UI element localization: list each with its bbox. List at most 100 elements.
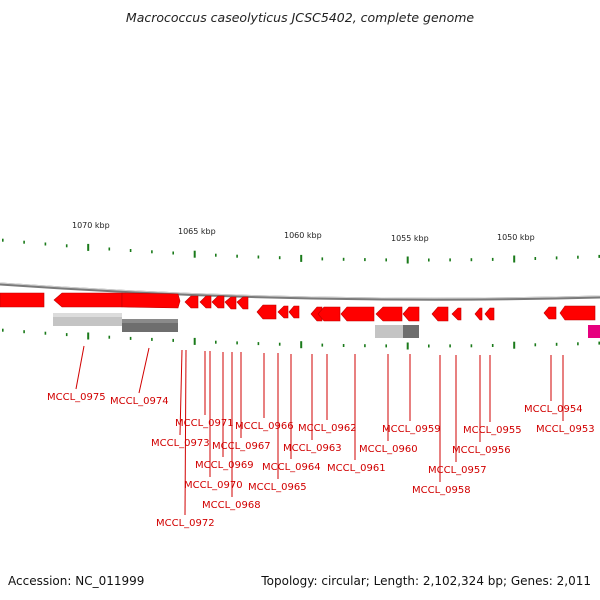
gene-label[interactable]: MCCL_0963 (283, 443, 342, 454)
gene-label[interactable]: MCCL_0954 (524, 404, 583, 415)
gene-arrow[interactable] (224, 296, 237, 310)
gene-label[interactable]: MCCL_0959 (382, 424, 441, 435)
minor-tick (129, 249, 132, 252)
feature-bar-dark-highlight (122, 319, 178, 323)
gene-arrow[interactable] (236, 296, 249, 310)
gene-feature-pink[interactable] (588, 325, 600, 338)
gene-label[interactable]: MCCL_0971 (175, 418, 234, 429)
minor-tick (321, 257, 324, 261)
minor-tick (108, 335, 111, 339)
gene-arrow[interactable] (375, 306, 403, 322)
gene-arrow[interactable] (543, 306, 557, 320)
gene-label[interactable]: MCCL_0958 (412, 485, 471, 496)
minor-tick (44, 331, 47, 335)
minor-tick (65, 333, 68, 337)
minor-tick (470, 344, 473, 348)
gene-label[interactable]: MCCL_0966 (235, 421, 294, 432)
minor-tick (108, 247, 111, 251)
minor-tick (534, 257, 537, 260)
minor-tick (321, 343, 324, 347)
scale-label: 1060 kbp (284, 231, 322, 240)
minor-tick (385, 344, 387, 348)
major-tick (513, 255, 516, 263)
gene-arrow[interactable] (431, 306, 449, 322)
gene-arrow[interactable] (484, 307, 495, 321)
gene-arrow[interactable] (256, 304, 277, 320)
gene-label[interactable]: MCCL_0972 (156, 518, 215, 529)
minor-tick (257, 255, 260, 259)
scale-ticks-top (2, 238, 600, 264)
minor-tick (555, 256, 558, 260)
gene-arrow[interactable] (288, 305, 300, 319)
gene-label[interactable]: MCCL_0970 (184, 480, 243, 491)
gene-arrow[interactable] (451, 307, 462, 321)
gene-arrow[interactable] (184, 295, 199, 309)
gene-arrow[interactable] (211, 295, 225, 309)
genome-backbone (0, 282, 600, 301)
major-tick (513, 341, 516, 349)
gene-arrow[interactable] (474, 307, 483, 321)
scale-label: 1065 kbp (178, 227, 216, 236)
gene-arrow[interactable] (559, 305, 596, 321)
gene-label[interactable]: MCCL_0969 (195, 460, 254, 471)
minor-tick (278, 342, 281, 346)
gene-label[interactable]: MCCL_0967 (212, 441, 271, 452)
minor-tick (65, 244, 68, 248)
gene-arrow[interactable] (53, 292, 123, 308)
major-tick (193, 250, 196, 258)
scale-label: 1070 kbp (72, 221, 110, 230)
minor-tick (257, 342, 260, 346)
gene-arrow[interactable] (340, 306, 375, 322)
accession-text: Accession: NC_011999 (8, 574, 145, 588)
minor-tick (23, 330, 25, 334)
gene-leader-line (179, 349, 183, 436)
gene-label[interactable]: MCCL_0957 (428, 465, 487, 476)
minor-tick (534, 343, 537, 347)
major-tick (87, 332, 90, 340)
gene-arrow[interactable] (277, 305, 289, 319)
feature-bar-light (375, 325, 403, 338)
gene-label[interactable]: MCCL_0962 (298, 423, 357, 434)
minor-tick (598, 341, 600, 345)
gene-label[interactable]: MCCL_0968 (202, 500, 261, 511)
gene-label[interactable]: MCCL_0953 (536, 424, 595, 435)
gene-label[interactable]: MCCL_0975 (47, 392, 106, 403)
minor-tick (555, 342, 558, 346)
gene-label[interactable]: MCCL_0973 (151, 438, 210, 449)
minor-tick (151, 337, 153, 341)
major-tick (300, 254, 303, 262)
gene-arrow[interactable] (402, 306, 420, 322)
major-tick (406, 342, 409, 350)
gene-label[interactable]: MCCL_0955 (463, 425, 522, 436)
minor-tick (428, 258, 430, 262)
minor-tick (491, 257, 494, 261)
minor-tick (577, 342, 579, 346)
gene-arrow[interactable] (317, 306, 341, 322)
gene-label[interactable]: MCCL_0960 (359, 444, 418, 455)
topology-text: Topology: circular; Length: 2,102,324 bp… (261, 574, 591, 588)
minor-tick (364, 258, 366, 262)
gene-arrow[interactable] (121, 292, 181, 309)
minor-tick (215, 340, 217, 344)
minor-tick (172, 251, 174, 255)
feature-bar-light-highlight (53, 313, 122, 317)
minor-tick (236, 341, 238, 345)
minor-tick (44, 242, 47, 246)
gene-label[interactable]: MCCL_0956 (452, 445, 511, 456)
major-tick (300, 341, 303, 349)
minor-tick (2, 238, 4, 242)
gene-leader-line (138, 347, 150, 394)
minor-tick (577, 255, 579, 259)
gene-arrow[interactable] (0, 292, 45, 308)
gene-arrow[interactable] (199, 295, 212, 309)
scale-label: 1055 kbp (391, 234, 429, 243)
minor-tick (470, 258, 473, 262)
gene-label[interactable]: MCCL_0974 (110, 396, 169, 407)
minor-tick (342, 344, 345, 347)
gene-label[interactable]: MCCL_0961 (327, 463, 386, 474)
major-tick (406, 256, 409, 264)
gene-label[interactable]: MCCL_0965 (248, 482, 307, 493)
gene-labels: MCCL_0975 MCCL_0974 MCCL_0973 MCCL_0972 MCCL… (47, 392, 595, 529)
gene-label[interactable]: MCCL_0964 (262, 462, 321, 473)
minor-tick (364, 344, 366, 348)
